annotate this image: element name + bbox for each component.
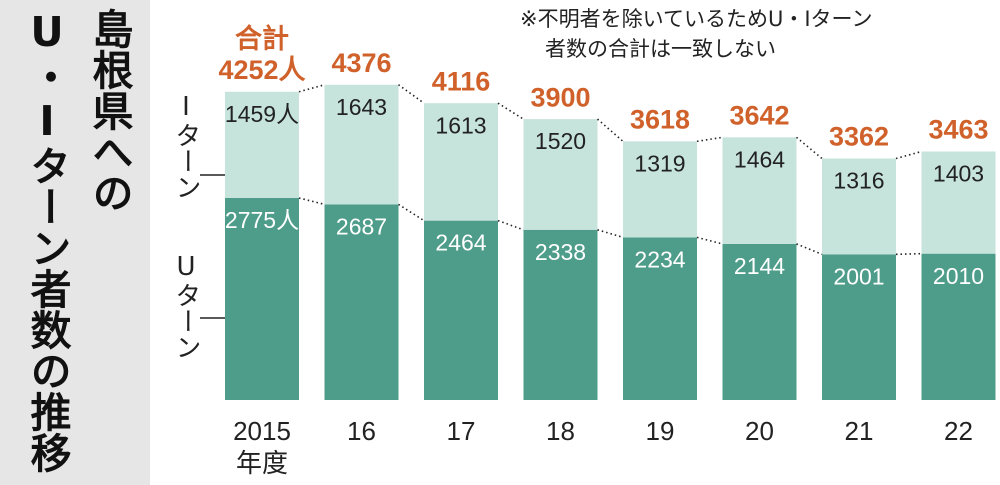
bar-segment <box>225 91 299 198</box>
total-label: 3642 <box>729 100 789 130</box>
connector <box>298 84 325 93</box>
connector <box>895 252 922 256</box>
bar-segment <box>722 243 797 400</box>
value-label: 2144 <box>734 253 785 279</box>
total-label: 4252人 <box>218 55 305 85</box>
x-tick-label: 17 <box>447 416 476 446</box>
value-label: 2464 <box>435 230 486 256</box>
value-label: 2687 <box>336 213 387 239</box>
connector <box>398 203 425 222</box>
bar-segment <box>921 151 996 254</box>
connector <box>795 136 823 160</box>
connector <box>696 136 723 143</box>
connector <box>696 236 723 245</box>
value-label: 1316 <box>833 168 884 194</box>
connector <box>298 197 325 206</box>
value-label: 1464 <box>734 146 785 172</box>
connector <box>497 219 524 231</box>
value-label: 2010 <box>933 263 984 289</box>
value-label: 1403 <box>933 161 984 187</box>
value-label: 2001 <box>833 263 884 289</box>
x-tick-label: 21 <box>845 416 874 446</box>
title-panel: 島根県への U・Iターン者数の推移 <box>0 0 150 485</box>
bar-segment <box>523 229 598 400</box>
title-line: 島根県への <box>85 8 133 213</box>
bar-segment <box>324 204 399 400</box>
bar-segment <box>822 158 896 255</box>
total-label: 4116 <box>432 66 491 96</box>
note: ※不明者を除いているためU・Iターン <box>520 7 872 31</box>
note: 者数の合計は一致しない <box>545 37 776 61</box>
bar-segment <box>523 119 598 230</box>
connector <box>796 243 823 256</box>
total-label: 3362 <box>829 122 889 152</box>
x-axis-label: 年度 <box>236 448 288 478</box>
connector <box>398 84 425 104</box>
total-label: 3900 <box>530 82 590 112</box>
connector <box>596 118 624 142</box>
chart-title: 島根県への U・Iターン者数の推移 <box>16 8 140 483</box>
value-label: 1613 <box>435 112 486 138</box>
value-label: 1319 <box>634 150 685 176</box>
bar-segment <box>424 103 498 221</box>
total-label: 3618 <box>630 104 690 134</box>
bar-segment <box>722 137 797 244</box>
bar-segment <box>822 254 896 400</box>
x-tick-label: 2015 <box>233 416 291 446</box>
value-label: 1643 <box>336 94 387 120</box>
value-label: 2234 <box>634 246 685 272</box>
connector <box>597 229 624 239</box>
legend-entry: Uターン <box>171 252 201 360</box>
total-label: 4376 <box>331 48 391 78</box>
total-label: 3463 <box>928 115 988 145</box>
value-label: 2775人 <box>225 207 299 233</box>
legend-entry: Iターン <box>171 92 201 200</box>
value-label: 1459人 <box>225 101 299 127</box>
x-tick-label: 19 <box>646 416 675 446</box>
bar-segment <box>225 197 299 400</box>
bar-segment <box>921 253 996 400</box>
value-label: 2338 <box>535 239 586 265</box>
x-tick-label: 20 <box>745 416 774 446</box>
title-line: U・Iターン者数の推移 <box>23 8 71 473</box>
value-label: 1520 <box>535 128 586 154</box>
connector <box>895 150 922 160</box>
x-tick-label: 16 <box>347 416 376 446</box>
connector <box>497 102 524 120</box>
bar-segment <box>424 220 498 400</box>
bar-segment <box>324 84 399 205</box>
x-tick-label: 18 <box>546 416 575 446</box>
bar-segment <box>623 141 697 238</box>
total-name: 合計 <box>235 23 289 54</box>
bar-segment <box>623 237 697 400</box>
x-tick-label: 22 <box>944 416 973 446</box>
